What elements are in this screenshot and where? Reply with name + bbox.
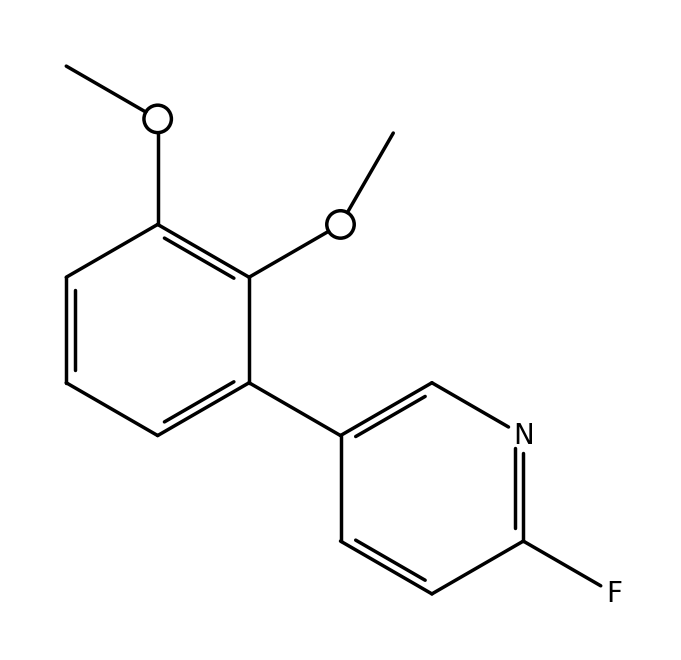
Text: N: N (513, 422, 534, 449)
Text: F: F (607, 580, 622, 608)
